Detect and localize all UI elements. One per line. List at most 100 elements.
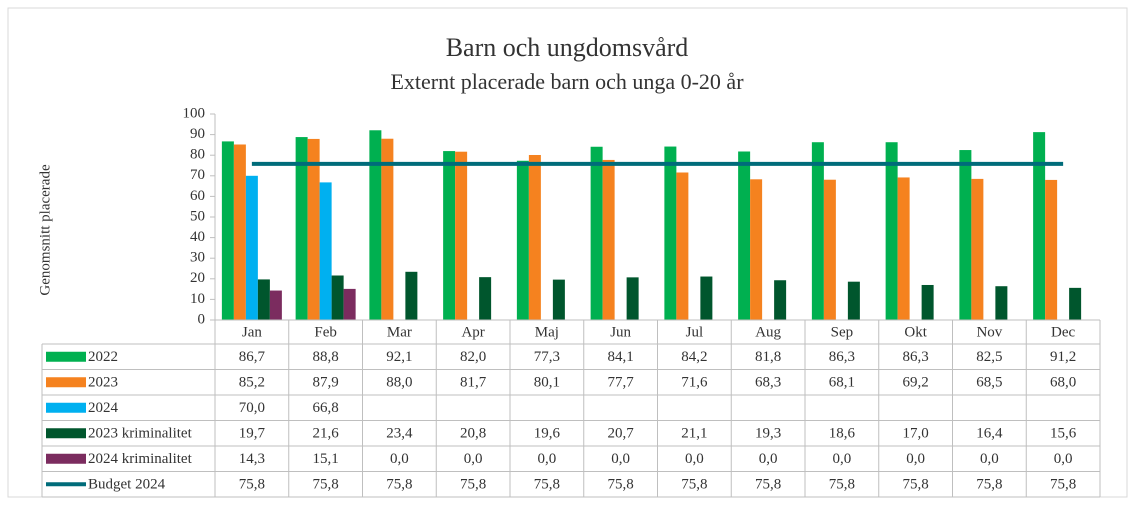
table-value: 21,1 — [681, 426, 707, 442]
x-tick-label: Jan — [242, 324, 262, 340]
table-value: 0,0 — [390, 451, 409, 467]
table-value: 86,3 — [829, 349, 855, 365]
table-value: 81,7 — [460, 375, 487, 391]
bar — [369, 130, 382, 320]
table-value: 75,8 — [239, 477, 265, 493]
bar — [1033, 132, 1046, 320]
x-tick-label: Jul — [686, 324, 704, 340]
table-value: 68,3 — [755, 375, 781, 391]
y-tick-label: 40 — [190, 229, 205, 245]
bar — [528, 154, 541, 320]
bar — [221, 141, 234, 320]
x-tick-label: Aug — [755, 324, 781, 340]
legend-key — [46, 428, 86, 439]
table-value: 88,8 — [313, 349, 339, 365]
bar — [552, 279, 565, 320]
table-value: 0,0 — [906, 451, 925, 467]
bar — [811, 142, 824, 320]
legend-label: Budget 2024 — [88, 477, 166, 493]
y-tick-label: 90 — [190, 126, 205, 142]
bar — [590, 146, 603, 320]
table-value: 68,5 — [976, 375, 1002, 391]
bar — [343, 288, 356, 320]
y-tick-label: 20 — [190, 270, 205, 286]
x-tick-label: Nov — [976, 324, 1002, 340]
legend-key — [46, 402, 86, 413]
bar — [847, 281, 860, 320]
bar — [664, 146, 677, 320]
table-value: 20,8 — [460, 426, 486, 442]
table-value: 85,2 — [239, 375, 265, 391]
table-value: 75,8 — [386, 477, 412, 493]
table-value: 92,1 — [386, 349, 412, 365]
table-value: 75,8 — [976, 477, 1002, 493]
table-value: 81,8 — [755, 349, 781, 365]
table-value: 86,7 — [239, 349, 266, 365]
x-tick-label: Apr — [461, 324, 484, 340]
table-value: 75,8 — [755, 477, 781, 493]
table-value: 17,0 — [903, 426, 929, 442]
bar — [319, 182, 332, 320]
legend-key — [46, 453, 86, 464]
bar — [626, 277, 639, 320]
bar — [245, 175, 258, 320]
table-value: 16,4 — [976, 426, 1003, 442]
bar — [885, 142, 898, 320]
y-tick-label: 60 — [190, 188, 205, 204]
bar — [774, 280, 787, 320]
table-value: 19,3 — [755, 426, 781, 442]
table-value: 75,8 — [534, 477, 560, 493]
y-tick-label: 50 — [190, 208, 205, 224]
x-tick-label: Dec — [1051, 324, 1075, 340]
table-value: 75,8 — [829, 477, 855, 493]
table-value: 66,8 — [313, 400, 339, 416]
x-tick-label: Jun — [610, 324, 631, 340]
legend-key — [46, 377, 86, 388]
y-tick-label: 70 — [190, 167, 205, 183]
table-value: 88,0 — [386, 375, 412, 391]
table-value: 21,6 — [313, 426, 340, 442]
table-value: 82,5 — [976, 349, 1002, 365]
bar — [405, 271, 418, 320]
table-value: 75,8 — [608, 477, 634, 493]
bar — [381, 138, 394, 320]
table-value: 14,3 — [239, 451, 265, 467]
bar — [307, 138, 320, 320]
x-tick-label: Okt — [904, 324, 927, 340]
legend-key — [46, 351, 86, 362]
table-value: 0,0 — [538, 451, 557, 467]
table-value: 18,6 — [829, 426, 856, 442]
table-value: 71,6 — [681, 375, 708, 391]
y-axis-label: Genomsnitt placerade — [37, 164, 53, 296]
legend-label: 2024 kriminalitet — [88, 451, 193, 467]
y-tick-label: 30 — [190, 250, 205, 266]
y-tick-label: 0 — [198, 311, 206, 327]
bar — [331, 275, 344, 320]
table-value: 80,1 — [534, 375, 560, 391]
table-value: 82,0 — [460, 349, 486, 365]
bar — [295, 137, 308, 320]
y-tick-label: 100 — [183, 105, 206, 121]
table-value: 70,0 — [239, 400, 265, 416]
x-tick-label: Sep — [831, 324, 854, 340]
legend-label: 2024 — [88, 400, 119, 416]
bar — [971, 178, 984, 320]
table-value: 77,7 — [608, 375, 635, 391]
table-value: 75,8 — [903, 477, 929, 493]
table-value: 0,0 — [759, 451, 778, 467]
table-value: 0,0 — [1054, 451, 1073, 467]
x-tick-label: Feb — [314, 324, 337, 340]
bar — [959, 150, 972, 320]
bar — [823, 179, 836, 320]
bar — [455, 151, 468, 320]
bar — [1069, 287, 1082, 320]
bar — [750, 179, 763, 320]
bar — [602, 159, 615, 320]
table-value: 15,6 — [1050, 426, 1077, 442]
table-value: 19,7 — [239, 426, 266, 442]
table-value: 69,2 — [903, 375, 929, 391]
table-value: 0,0 — [980, 451, 999, 467]
bar — [257, 279, 270, 320]
table-value: 0,0 — [464, 451, 483, 467]
legend-label: 2022 — [88, 349, 118, 365]
